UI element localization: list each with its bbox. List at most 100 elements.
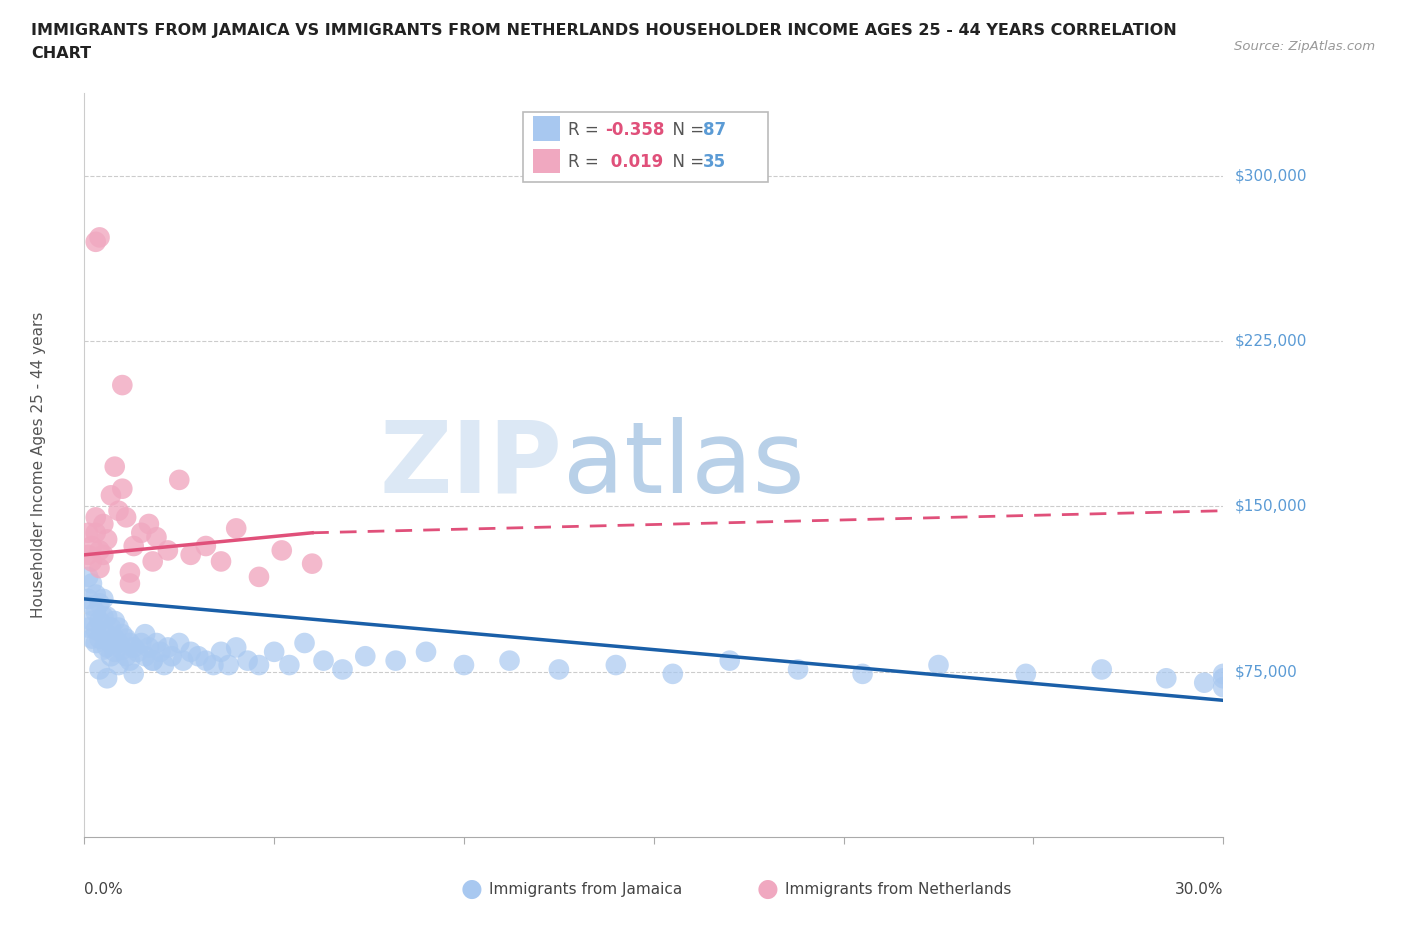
Text: IMMIGRANTS FROM JAMAICA VS IMMIGRANTS FROM NETHERLANDS HOUSEHOLDER INCOME AGES 2: IMMIGRANTS FROM JAMAICA VS IMMIGRANTS FR… <box>31 23 1177 38</box>
Point <box>122 640 145 655</box>
Point <box>202 658 225 672</box>
Point <box>247 658 270 672</box>
Point <box>122 538 145 553</box>
Point <box>93 627 115 642</box>
Text: -0.358: -0.358 <box>605 121 664 140</box>
Point <box>180 548 202 563</box>
Point <box>84 234 107 249</box>
Point <box>127 644 149 659</box>
Point <box>548 662 571 677</box>
Point <box>115 510 138 525</box>
Point <box>787 662 810 677</box>
Point <box>104 614 127 629</box>
Point <box>605 658 627 672</box>
Point <box>100 649 122 664</box>
Point <box>278 658 301 672</box>
Point <box>111 643 134 658</box>
Point <box>225 640 247 655</box>
Point <box>89 543 111 558</box>
Point <box>138 516 160 531</box>
Point <box>142 653 165 668</box>
Point <box>111 627 134 642</box>
Point <box>145 530 167 545</box>
Point <box>80 631 103 646</box>
Point <box>218 658 240 672</box>
Point <box>718 653 741 668</box>
Text: R =: R = <box>568 153 605 171</box>
Point <box>118 635 141 650</box>
Point <box>84 604 107 619</box>
Point <box>169 635 191 650</box>
Point <box>160 649 183 664</box>
Point <box>180 644 202 659</box>
Point <box>156 640 179 655</box>
Point <box>194 653 217 668</box>
Point <box>498 653 520 668</box>
Point <box>928 658 950 672</box>
FancyBboxPatch shape <box>533 116 561 140</box>
Text: ZIP: ZIP <box>380 417 562 513</box>
Point <box>263 644 285 659</box>
Point <box>1212 671 1234 685</box>
Point <box>1194 675 1216 690</box>
Text: Immigrants from Netherlands: Immigrants from Netherlands <box>785 882 1011 897</box>
Point <box>247 569 270 584</box>
Text: 35: 35 <box>703 153 725 171</box>
Point <box>187 649 209 664</box>
Point <box>134 649 156 664</box>
Point <box>104 459 127 474</box>
Text: CHART: CHART <box>31 46 91 61</box>
Point <box>301 556 323 571</box>
Point <box>93 548 115 563</box>
Text: atlas: atlas <box>562 417 804 513</box>
Point <box>131 525 153 540</box>
Point <box>100 620 122 635</box>
Point <box>662 667 685 682</box>
Point <box>153 658 176 672</box>
Point <box>1091 662 1114 677</box>
Point <box>156 543 179 558</box>
Text: Householder Income Ages 25 - 44 years: Householder Income Ages 25 - 44 years <box>31 312 46 618</box>
Point <box>96 671 118 685</box>
Point <box>96 640 118 655</box>
Point <box>111 378 134 392</box>
Point <box>852 667 875 682</box>
Point <box>169 472 191 487</box>
Point <box>294 635 316 650</box>
Text: 30.0%: 30.0% <box>1175 882 1223 897</box>
Point <box>138 640 160 655</box>
Point <box>77 591 100 606</box>
Text: $300,000: $300,000 <box>1234 168 1306 183</box>
Point <box>100 635 122 650</box>
Point <box>77 620 100 635</box>
Point <box>131 635 153 650</box>
Point <box>80 614 103 629</box>
Point <box>118 576 141 591</box>
Point <box>96 609 118 624</box>
Point <box>270 543 292 558</box>
Point <box>77 525 100 540</box>
Point <box>1212 680 1234 695</box>
Point <box>115 631 138 646</box>
Text: $225,000: $225,000 <box>1234 334 1306 349</box>
Text: R =: R = <box>568 121 605 140</box>
Point <box>384 653 406 668</box>
Point <box>145 635 167 650</box>
Point <box>84 587 107 602</box>
Point <box>96 627 118 642</box>
Point <box>236 653 259 668</box>
Point <box>194 538 217 553</box>
FancyBboxPatch shape <box>523 112 768 182</box>
Point <box>134 627 156 642</box>
Point <box>80 598 103 613</box>
Text: ●: ● <box>461 877 482 901</box>
Point <box>225 521 247 536</box>
Point <box>77 569 100 584</box>
Point <box>332 662 354 677</box>
Point <box>104 644 127 659</box>
Point <box>77 548 100 563</box>
Point <box>89 662 111 677</box>
Point <box>80 576 103 591</box>
Point <box>93 643 115 658</box>
Point <box>89 596 111 611</box>
